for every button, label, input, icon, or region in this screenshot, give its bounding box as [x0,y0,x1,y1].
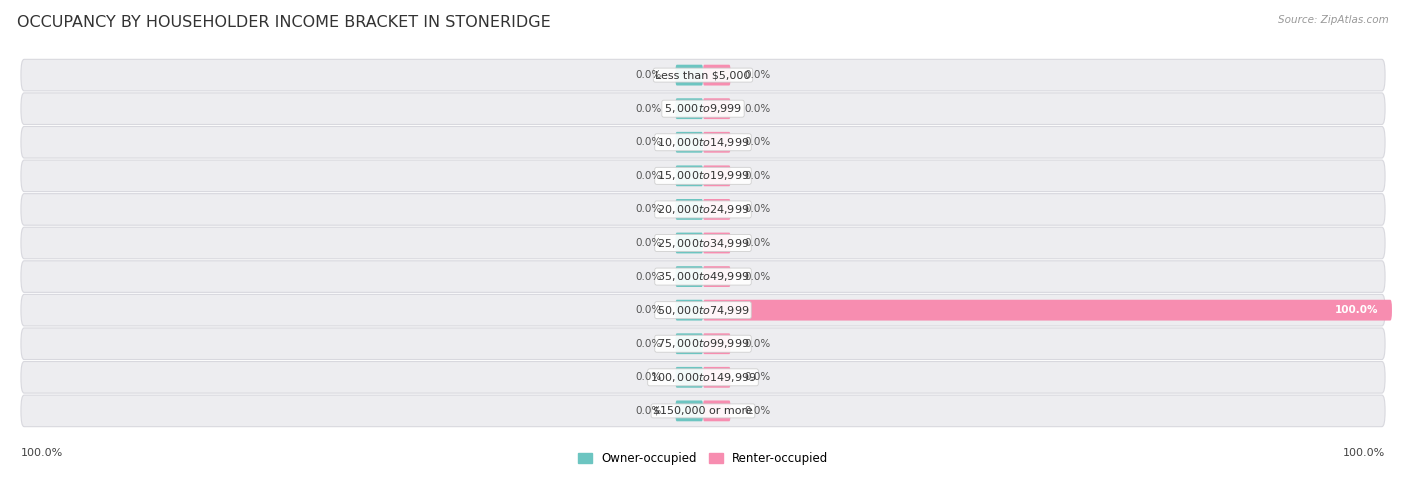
Text: 0.0%: 0.0% [744,238,770,248]
Text: 0.0%: 0.0% [636,104,662,114]
FancyBboxPatch shape [21,362,1385,393]
FancyBboxPatch shape [703,266,731,287]
FancyBboxPatch shape [21,160,1385,191]
FancyBboxPatch shape [703,132,731,153]
Text: $75,000 to $99,999: $75,000 to $99,999 [657,337,749,350]
Text: 0.0%: 0.0% [744,372,770,382]
FancyBboxPatch shape [703,333,731,354]
FancyBboxPatch shape [675,367,703,388]
Text: 0.0%: 0.0% [744,70,770,80]
Legend: Owner-occupied, Renter-occupied: Owner-occupied, Renter-occupied [572,447,834,470]
FancyBboxPatch shape [703,233,731,253]
FancyBboxPatch shape [21,395,1385,427]
Text: 0.0%: 0.0% [744,272,770,281]
Text: 0.0%: 0.0% [636,205,662,214]
FancyBboxPatch shape [703,165,731,186]
Text: 0.0%: 0.0% [636,372,662,382]
Text: 0.0%: 0.0% [636,406,662,416]
Text: $20,000 to $24,999: $20,000 to $24,999 [657,203,749,216]
Text: 100.0%: 100.0% [21,448,63,458]
FancyBboxPatch shape [675,199,703,220]
FancyBboxPatch shape [703,400,731,421]
Text: 0.0%: 0.0% [636,272,662,281]
FancyBboxPatch shape [21,93,1385,124]
Text: 0.0%: 0.0% [636,70,662,80]
FancyBboxPatch shape [675,132,703,153]
FancyBboxPatch shape [675,98,703,119]
FancyBboxPatch shape [21,59,1385,91]
Text: 0.0%: 0.0% [744,104,770,114]
Text: $150,000 or more: $150,000 or more [654,406,752,416]
Text: 0.0%: 0.0% [744,406,770,416]
Text: Less than $5,000: Less than $5,000 [655,70,751,80]
Text: 0.0%: 0.0% [744,171,770,181]
Text: 100.0%: 100.0% [1343,448,1385,458]
Text: 0.0%: 0.0% [636,238,662,248]
Text: $100,000 to $149,999: $100,000 to $149,999 [650,371,756,384]
FancyBboxPatch shape [21,193,1385,225]
FancyBboxPatch shape [21,328,1385,360]
Text: $15,000 to $19,999: $15,000 to $19,999 [657,169,749,182]
Text: 0.0%: 0.0% [636,339,662,349]
FancyBboxPatch shape [21,227,1385,259]
FancyBboxPatch shape [675,65,703,86]
FancyBboxPatch shape [703,98,731,119]
Text: $5,000 to $9,999: $5,000 to $9,999 [664,102,742,115]
Text: 100.0%: 100.0% [1334,305,1378,315]
FancyBboxPatch shape [21,126,1385,158]
FancyBboxPatch shape [675,400,703,421]
Text: 0.0%: 0.0% [744,205,770,214]
Text: 0.0%: 0.0% [744,137,770,147]
Text: $50,000 to $74,999: $50,000 to $74,999 [657,304,749,317]
Text: 0.0%: 0.0% [636,171,662,181]
Text: 0.0%: 0.0% [744,339,770,349]
Text: 0.0%: 0.0% [636,305,662,315]
FancyBboxPatch shape [675,165,703,186]
FancyBboxPatch shape [675,233,703,253]
FancyBboxPatch shape [703,199,731,220]
FancyBboxPatch shape [675,300,703,321]
FancyBboxPatch shape [675,333,703,354]
Text: $25,000 to $34,999: $25,000 to $34,999 [657,237,749,249]
Text: OCCUPANCY BY HOUSEHOLDER INCOME BRACKET IN STONERIDGE: OCCUPANCY BY HOUSEHOLDER INCOME BRACKET … [17,15,551,30]
FancyBboxPatch shape [21,295,1385,326]
FancyBboxPatch shape [703,367,731,388]
Text: $10,000 to $14,999: $10,000 to $14,999 [657,136,749,149]
Text: 0.0%: 0.0% [636,137,662,147]
FancyBboxPatch shape [675,266,703,287]
FancyBboxPatch shape [21,261,1385,293]
FancyBboxPatch shape [703,65,731,86]
Text: $35,000 to $49,999: $35,000 to $49,999 [657,270,749,283]
Text: Source: ZipAtlas.com: Source: ZipAtlas.com [1278,15,1389,25]
FancyBboxPatch shape [703,300,1392,321]
